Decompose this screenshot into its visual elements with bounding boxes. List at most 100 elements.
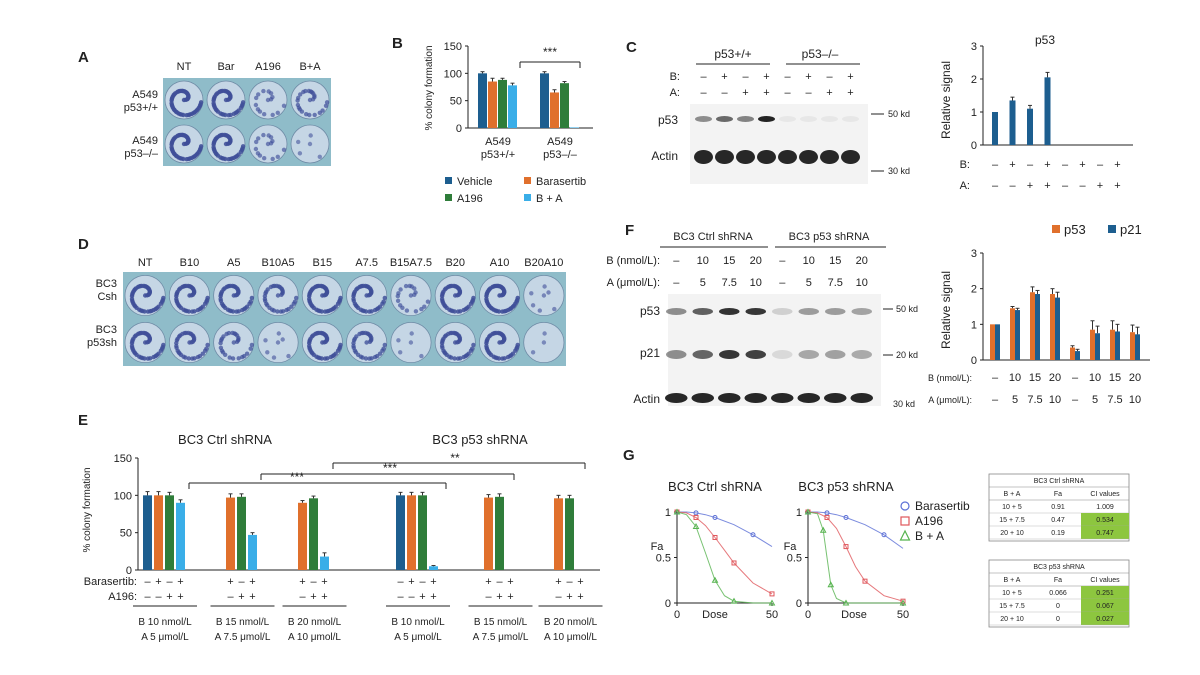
g-y-tick-label: 0.5 [787, 553, 802, 565]
subpanel-title: BC3 Ctrl shRNA [178, 432, 272, 447]
panel-d-colony [249, 342, 255, 348]
band-actin [665, 393, 688, 403]
panel-a-colony [211, 140, 217, 146]
panel-a-colony [174, 110, 180, 115]
panel-d-colony [324, 336, 330, 342]
ci-table-cell: 15 + 7.5 [999, 517, 1025, 524]
dose-label: A 10 μmol/L [544, 632, 597, 643]
panel-d-colony [408, 340, 414, 345]
bar-a196 [565, 498, 574, 570]
panel-d-colony [408, 293, 414, 298]
ci-highlight-cell [1081, 586, 1129, 599]
band-label-actin: Actin [651, 149, 678, 163]
panel-a-colony [268, 135, 274, 140]
group-label-line1: A549 [485, 136, 511, 148]
panel-d-colony [190, 356, 195, 361]
ci-table-cell: 20 + 10 [1000, 616, 1024, 623]
panel-a-colony [261, 88, 266, 94]
ci-highlight-cell [1081, 612, 1129, 625]
panel-d-colony [443, 304, 448, 309]
treatment-mark: + [847, 87, 853, 99]
data-point [862, 578, 868, 584]
panel-d-colony [453, 331, 458, 336]
band-actin [757, 150, 776, 164]
band-actin [797, 393, 820, 403]
bar-barasertib [154, 495, 163, 570]
bar-vehicle [143, 495, 152, 570]
panel-d-colony [181, 354, 186, 359]
bar-barasertib [226, 497, 235, 570]
band-label-p21: p21 [640, 346, 660, 360]
ci-table-cell: 0.067 [1096, 603, 1114, 610]
panel-d-colony [494, 355, 499, 361]
panel-d-colony [351, 343, 356, 349]
panel-a-colony [308, 133, 313, 138]
panel-d-colony [455, 285, 461, 291]
panel-a-colony [176, 89, 181, 94]
panel-d-colony [354, 304, 359, 309]
panel-d-colony [240, 307, 245, 313]
data-point [842, 599, 850, 606]
significance-stars: *** [383, 461, 397, 475]
bar-p21 [1055, 297, 1060, 360]
treatment-mark: – [992, 394, 999, 406]
band-p53 [842, 116, 859, 122]
panel-d-colony [491, 284, 496, 289]
panel-b-y-label: % colony formation [424, 45, 435, 130]
band-actin [736, 150, 755, 164]
panel-d-colony [294, 295, 299, 301]
treatment-mark: + [1114, 180, 1120, 192]
panel-d-colony [337, 298, 343, 303]
panel-d-colony [227, 355, 232, 360]
panel-c-y-tick-label: 2 [971, 74, 977, 86]
treatment-mark: + [763, 71, 769, 83]
panel-d-colony [151, 354, 156, 360]
panel-d-colony [181, 284, 186, 289]
bar-b-a [176, 502, 185, 570]
data-point [843, 544, 849, 550]
panel-d-colony [322, 340, 327, 345]
panel-d-colony [218, 296, 223, 302]
ci-table-header: Fa [1054, 577, 1062, 584]
panel-a-colony [198, 146, 203, 151]
panel-d-colony [470, 298, 475, 303]
panel-a-colony [268, 97, 274, 102]
panel-d-colony [146, 292, 152, 297]
panel-c-y-label: Relative signal [939, 61, 953, 139]
ci-table-cell: 0.747 [1096, 530, 1114, 537]
panel-a-colony [218, 89, 223, 94]
legend-label: Barasertib [915, 499, 970, 513]
panel-e-y-tick-label: 150 [114, 453, 132, 465]
panel-d-colony [355, 286, 360, 291]
band-p53 [825, 308, 846, 315]
g-y-tick-label: 0.5 [656, 553, 671, 565]
treatment-mark: + [763, 87, 769, 99]
panel-a-colony [195, 107, 200, 112]
g-y-tick-label: 0 [796, 598, 802, 610]
panel-a-colony [254, 139, 259, 145]
panel-e-y-tick-label: 100 [114, 490, 132, 502]
panel-a-colony [195, 151, 200, 156]
panel-a-colony [257, 153, 263, 158]
panel-a-colony [171, 93, 176, 98]
panel-d-colony [461, 354, 466, 360]
panel-d-colony [195, 354, 201, 360]
bar-a196 [309, 498, 318, 570]
series-line [676, 511, 773, 595]
data-point [711, 576, 719, 583]
row-label: A (μmol/L): [607, 277, 660, 289]
dose-label: B 10 nmol/L [391, 617, 445, 628]
panel-d-colony [203, 348, 208, 353]
panel-a-colony [324, 100, 330, 105]
col-label: A5 [227, 257, 240, 269]
treatment-mark: – [779, 277, 786, 289]
legend-label: B + A [536, 193, 563, 205]
panel-a-colony [256, 92, 261, 97]
band-p21 [798, 350, 819, 359]
panel-d-colony [189, 340, 194, 345]
legend-marker [900, 516, 910, 526]
panel-b-y-tick-label: 50 [450, 96, 462, 108]
g-y-tick-label: 0 [665, 598, 671, 610]
panel-a-colony [262, 156, 267, 161]
band-actin [841, 150, 860, 164]
